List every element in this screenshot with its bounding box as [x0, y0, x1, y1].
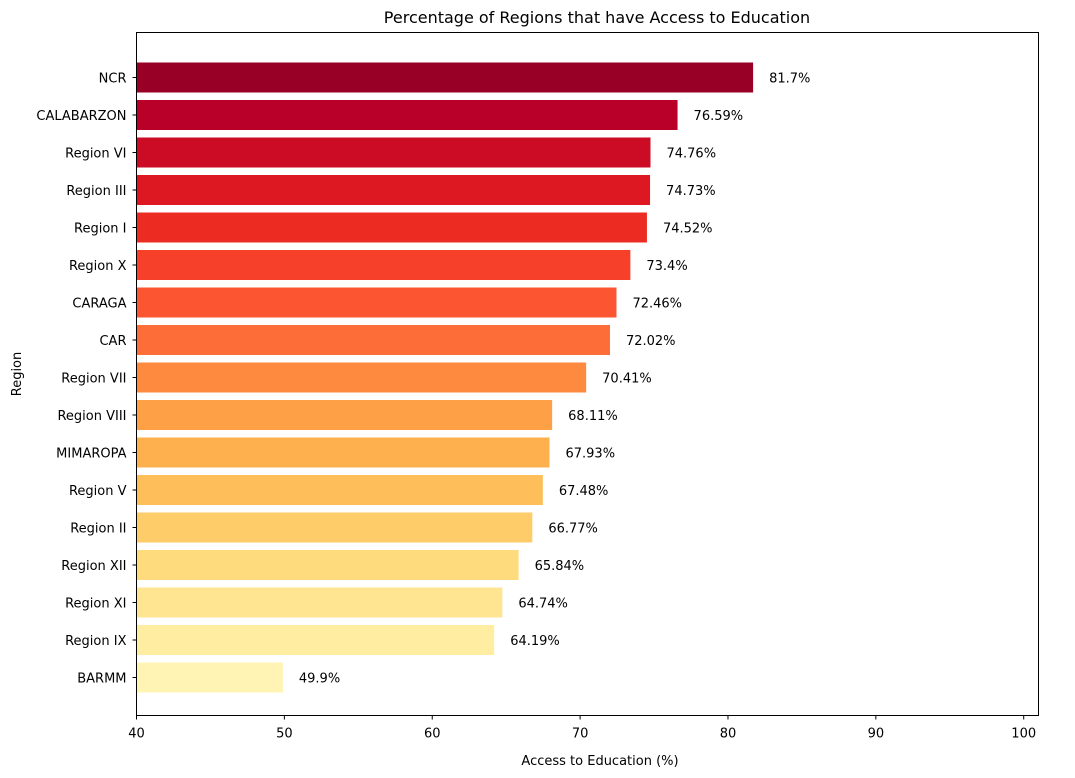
bar: [136, 475, 543, 505]
data-label: 67.93%: [565, 447, 615, 462]
x-tick-label: 60: [424, 727, 441, 742]
bar: [136, 100, 678, 130]
y-tick-label: BARMM: [77, 672, 126, 687]
x-tick-label: 70: [572, 727, 589, 742]
y-tick-label: NCR: [99, 72, 127, 87]
y-tick-label: CARAGA: [72, 297, 126, 312]
data-label: 74.76%: [666, 147, 716, 162]
data-label: 66.77%: [548, 522, 598, 537]
data-label: 81.7%: [769, 72, 810, 87]
y-tick-label: Region II: [70, 522, 126, 537]
bar: [136, 625, 495, 655]
y-tick-label: Region V: [69, 484, 127, 499]
y-tick-label: MIMAROPA: [56, 447, 126, 462]
data-label: 74.52%: [663, 222, 713, 237]
y-axis-label: Region: [10, 352, 25, 397]
bar: [136, 512, 533, 543]
y-tick-label: CALABARZON: [36, 109, 126, 124]
data-label: 76.59%: [694, 109, 744, 124]
data-label: 65.84%: [535, 559, 585, 574]
y-tick-label: Region XI: [65, 597, 126, 612]
data-label: 72.46%: [632, 297, 682, 312]
data-label: 68.11%: [568, 409, 618, 424]
data-label: 70.41%: [602, 372, 652, 387]
bar: [136, 400, 553, 430]
bar: [136, 550, 519, 580]
data-label: 74.73%: [666, 184, 716, 199]
bar: [136, 362, 587, 393]
chart-title: Percentage of Regions that have Access t…: [384, 8, 810, 27]
bar: [136, 437, 550, 468]
x-tick-label: 80: [720, 727, 737, 742]
y-tick-label: Region III: [66, 184, 126, 199]
bar: [136, 212, 647, 243]
y-tick-label: Region VII: [61, 372, 126, 387]
plot-frame: [136, 32, 1039, 716]
bar: [136, 137, 651, 168]
x-tick-label: 90: [868, 727, 885, 742]
bar: [136, 287, 617, 318]
y-tick-label: Region X: [69, 259, 127, 274]
y-tick-label: Region VI: [65, 147, 126, 162]
data-label: 64.19%: [510, 634, 560, 649]
y-tick-label: Region VIII: [57, 409, 126, 424]
data-label: 73.4%: [646, 259, 687, 274]
y-tick-label: Region IX: [65, 634, 126, 649]
x-tick-label: 100: [1011, 727, 1036, 742]
bar: [136, 325, 610, 355]
bar: [136, 662, 283, 693]
data-label: 64.74%: [518, 597, 568, 612]
y-tick-label: Region XII: [61, 559, 126, 574]
data-label: 67.48%: [559, 484, 609, 499]
bar: [136, 587, 503, 618]
x-tick-label: 40: [128, 727, 145, 742]
bar: [136, 175, 651, 205]
x-tick-label: 50: [276, 727, 293, 742]
y-tick-label: Region I: [74, 222, 126, 237]
bar: [136, 250, 631, 280]
x-axis-label: Access to Education (%): [521, 754, 678, 769]
data-label: 49.9%: [299, 672, 340, 687]
data-label: 72.02%: [626, 334, 676, 349]
y-tick-label: CAR: [99, 334, 126, 349]
bar: [136, 62, 754, 93]
